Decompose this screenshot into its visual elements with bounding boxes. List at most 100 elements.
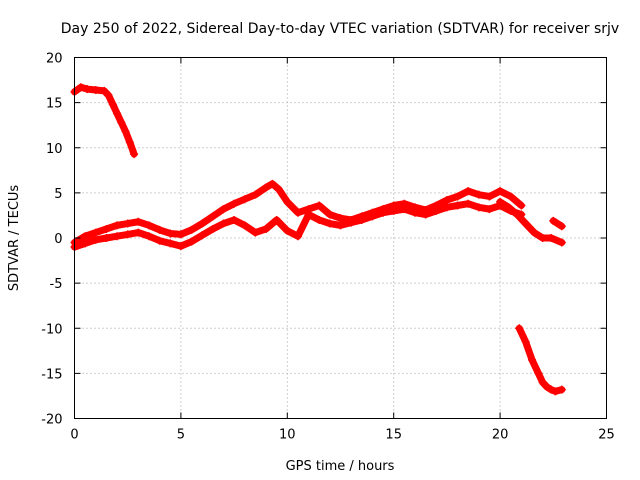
data-point-marker: [551, 387, 560, 396]
data-point-marker: [547, 385, 556, 394]
data-point-marker: [547, 234, 556, 242]
data-point-marker: [474, 190, 483, 199]
data-point-marker: [506, 192, 515, 201]
x-tick-label: 10: [279, 428, 296, 443]
data-point-marker: [283, 197, 292, 206]
data-point-marker: [121, 127, 130, 136]
data-point-marker: [187, 225, 196, 234]
data-point-marker: [123, 219, 132, 228]
series-layer: [70, 83, 566, 396]
data-point-marker: [76, 83, 85, 92]
data-point-marker: [557, 222, 566, 231]
data-point-marker: [513, 210, 522, 219]
y-tick-label: 0: [54, 232, 62, 247]
data-point-marker: [91, 85, 100, 94]
y-axis-label: SDTVAR / TECUs: [7, 185, 22, 292]
data-point-marker: [517, 201, 526, 210]
data-point-marker: [528, 355, 537, 364]
data-point-marker: [240, 195, 249, 204]
data-point-marker: [166, 239, 175, 248]
data-point-marker: [453, 192, 462, 201]
data-point-marker: [336, 221, 345, 230]
data-point-marker: [496, 187, 505, 196]
data-point-marker: [83, 85, 92, 94]
data-point-marker: [442, 196, 451, 205]
data-point-marker: [113, 109, 122, 118]
data-point-marker: [400, 205, 409, 214]
data-point-marker: [530, 228, 539, 237]
data-point-marker: [557, 385, 566, 394]
y-tick-label: 20: [46, 52, 63, 67]
data-point-marker: [557, 238, 566, 247]
series-band: [71, 83, 138, 158]
data-point-marker: [113, 221, 122, 230]
data-point-marker: [198, 219, 207, 228]
data-point-marker: [100, 86, 109, 95]
data-point-marker: [219, 219, 228, 228]
data-point-marker: [496, 197, 505, 206]
data-point-marker: [268, 179, 277, 188]
series-arc-late-low: [515, 324, 566, 396]
data-point-marker: [240, 221, 249, 230]
data-point-marker: [166, 229, 175, 238]
data-point-marker: [91, 228, 100, 237]
y-tick-label: 5: [54, 187, 62, 202]
y-tick-label: -5: [50, 277, 63, 292]
data-point-marker: [379, 208, 388, 217]
y-tick-label: 10: [46, 142, 63, 157]
data-point-marker: [485, 205, 494, 214]
data-point-marker: [485, 192, 494, 201]
data-point-marker: [155, 236, 164, 245]
data-point-marker: [315, 215, 324, 224]
data-point-marker: [155, 225, 164, 234]
y-tick-label: -15: [41, 367, 62, 382]
data-point-marker: [542, 382, 551, 391]
data-point-marker: [325, 210, 334, 219]
data-point-marker: [251, 190, 260, 199]
data-point-marker: [283, 226, 292, 235]
y-tick-label: -10: [41, 322, 62, 337]
data-point-marker: [464, 187, 473, 196]
data-point-marker: [208, 212, 217, 221]
data-point-marker: [208, 224, 217, 233]
data-point-marker: [421, 210, 430, 219]
data-point-marker: [336, 214, 345, 223]
data-point-marker: [453, 201, 462, 210]
data-point-marker: [293, 232, 302, 241]
data-point-marker: [274, 185, 283, 194]
data-point-marker: [272, 215, 281, 224]
data-point-marker: [125, 138, 134, 147]
data-point-marker: [357, 215, 366, 224]
data-point-marker: [187, 237, 196, 246]
data-point-marker: [534, 369, 543, 378]
y-tick-label: 15: [46, 97, 63, 112]
data-point-marker: [504, 203, 513, 212]
data-point-marker: [230, 215, 239, 224]
data-point-marker: [347, 218, 356, 227]
data-point-marker: [521, 337, 530, 346]
data-point-marker: [304, 210, 313, 219]
data-point-marker: [538, 378, 547, 387]
data-point-marker: [538, 234, 547, 242]
data-point-marker: [315, 201, 324, 210]
data-point-marker: [474, 203, 483, 212]
data-point-marker: [108, 100, 117, 109]
data-point-marker: [262, 224, 271, 233]
data-point-marker: [130, 150, 139, 159]
series-arc-late-short: [549, 216, 566, 231]
x-axis-label: GPS time / hours: [286, 459, 395, 474]
x-tick-label: 25: [598, 428, 615, 443]
data-point-marker: [549, 216, 558, 225]
series-band: [71, 180, 525, 247]
data-point-marker: [442, 203, 451, 212]
data-point-marker: [432, 206, 441, 215]
data-point-marker: [410, 208, 419, 217]
data-point-marker: [102, 224, 111, 233]
x-tick-label: 0: [70, 428, 78, 443]
data-point-marker: [102, 234, 111, 242]
data-point-marker: [134, 217, 143, 226]
data-point-marker: [144, 221, 153, 230]
data-point-marker: [123, 230, 132, 239]
data-point-marker: [251, 228, 260, 237]
